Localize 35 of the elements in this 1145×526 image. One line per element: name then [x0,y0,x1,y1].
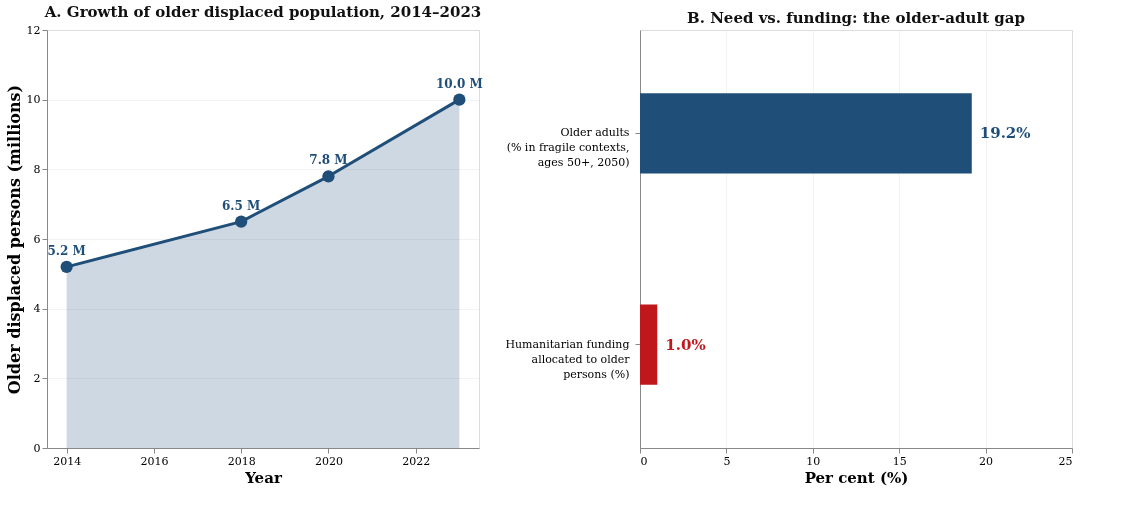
data-label: 10.0 M [436,76,483,91]
y-tick-label: 12 [26,23,41,37]
x-tick-label: 2020 [314,454,343,468]
y-tick-label: Humanitarian funding allocated to older persons (%) [505,337,631,381]
x-tick-label: 25 [1058,454,1073,468]
y-tick-label: 6 [33,232,41,246]
x-tick-label: 10 [806,454,821,468]
x-tick-label: 5 [723,454,731,468]
chart-title: A. Growth of older displaced population, 2014–2023 [43,3,482,21]
y-tick-label: Older adults (% in fragile contexts, ages 50+, 2050) [506,126,630,170]
point [60,260,73,273]
point [235,215,248,228]
x-tick-label: 20 [979,454,994,468]
data-label: 19.2% [979,124,1031,143]
x-tick-label: 2016 [140,454,169,468]
x-axis-title: Per cent (%) [804,468,909,487]
x-tick-label: 2022 [402,454,431,468]
y-tick-label: 10 [26,93,41,107]
data-label: 6.5 M [222,198,261,213]
x-tick-label: 2018 [227,454,256,468]
data-label: 1.0% [665,335,706,354]
point [453,93,466,106]
x-tick-label: 15 [892,454,907,468]
x-axis-title: Year [244,468,283,487]
y-tick-label: 2 [33,371,41,385]
data-label: 7.8 M [309,153,348,168]
x-tick-label: 0 [640,454,648,468]
y-tick-label: 0 [33,441,41,455]
x-tick-label: 2014 [53,454,82,468]
data-label: 5.2 M [47,243,86,258]
chart-title: B. Need vs. funding: the older-adult gap [687,9,1025,27]
y-tick-label: 4 [33,302,41,316]
y-tick-label: 8 [33,162,41,176]
point [322,170,335,183]
y-axis-title: Older displaced persons (millions) [4,84,24,395]
